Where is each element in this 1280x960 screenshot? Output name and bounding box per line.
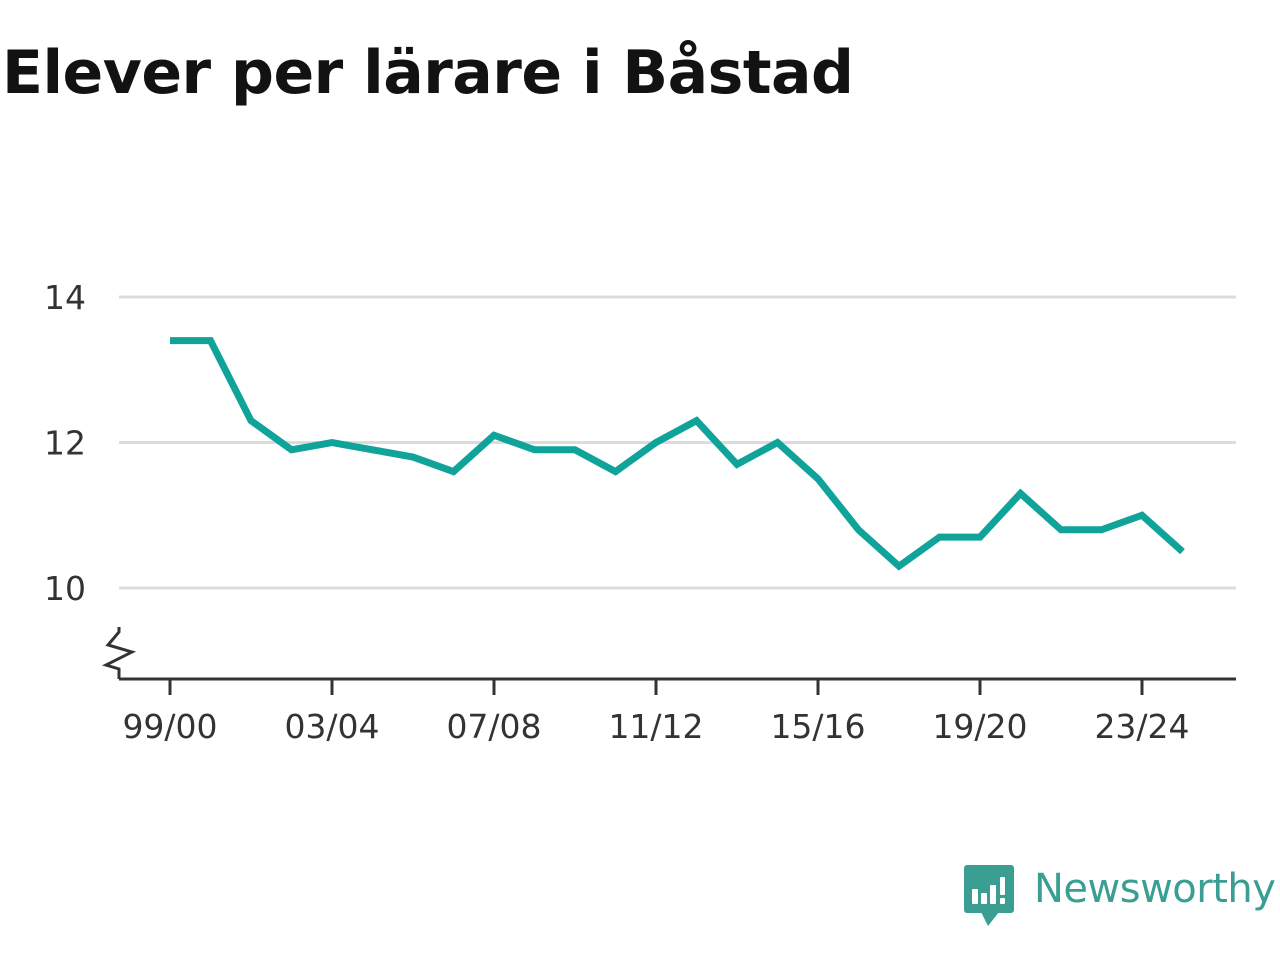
x-tick-label: 99/00 — [122, 707, 217, 746]
series-line — [170, 337, 1185, 571]
y-tick-label: 10 — [44, 569, 86, 608]
newsworthy-logo-icon — [964, 865, 1014, 926]
x-axis — [101, 627, 1236, 695]
y-tick-label: 14 — [44, 278, 86, 317]
x-axis-tick-labels: 99/00 03/04 07/08 11/12 15/16 19/20 23/24 — [122, 707, 1189, 746]
x-tick-label: 23/24 — [1094, 707, 1189, 746]
y-axis-break-icon — [101, 627, 137, 679]
gridlines — [119, 295, 1236, 590]
series-layer — [170, 337, 1185, 571]
y-axis-tick-labels: 10 12 14 — [44, 278, 86, 608]
x-tick-label: 11/12 — [608, 707, 703, 746]
chart-title: Elever per lärare i Båstad — [2, 38, 854, 108]
y-tick-label: 12 — [44, 424, 86, 463]
x-tick-label: 19/20 — [932, 707, 1027, 746]
brand-name: Newsworthy — [1034, 866, 1276, 912]
newsworthy-brand: Newsworthy — [964, 864, 1276, 928]
x-tick-label: 03/04 — [284, 707, 379, 746]
x-tick-label: 07/08 — [446, 707, 541, 746]
x-tick-label: 15/16 — [770, 707, 865, 746]
